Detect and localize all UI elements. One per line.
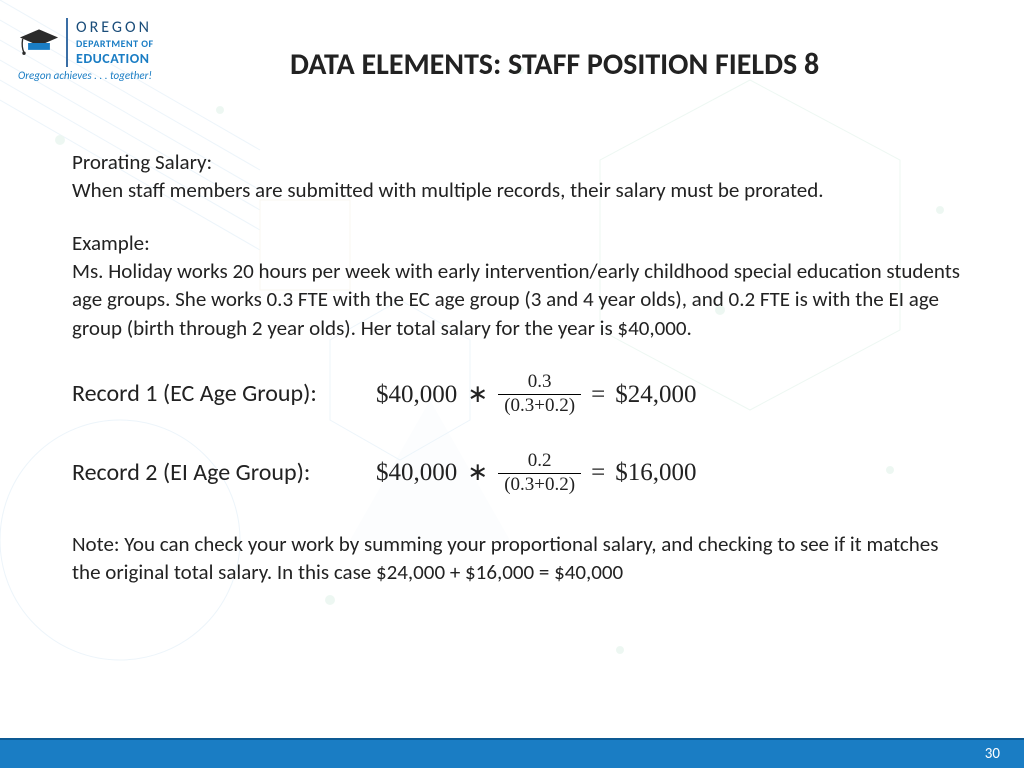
record-1-base: $40,000: [376, 378, 457, 412]
logo: OREGON DEPARTMENT OF EDUCATION Oregon ac…: [18, 18, 218, 82]
note-paragraph: Note: You can check your work by summing…: [72, 530, 968, 587]
logo-tagline: Oregon achieves . . . together!: [18, 69, 218, 82]
record-1-eq: =: [591, 378, 605, 412]
record-2-fraction: 0.2 (0.3+0.2): [498, 451, 581, 496]
record-1: Record 1 (EC Age Group): $40,000 ∗ 0.3 (…: [72, 372, 968, 417]
record-2-base: $40,000: [376, 456, 457, 490]
footer-bar: 30: [0, 738, 1024, 768]
record-1-label: Record 1 (EC Age Group):: [72, 378, 362, 410]
record-2-denominator: (0.3+0.2): [498, 473, 581, 496]
record-2: Record 2 (EI Age Group): $40,000 ∗ 0.2 (…: [72, 451, 968, 496]
record-1-numerator: 0.3: [522, 372, 558, 394]
paragraph-1: Prorating Salary: When staff members are…: [72, 148, 968, 205]
content-area: Prorating Salary: When staff members are…: [72, 148, 968, 586]
record-2-numerator: 0.2: [522, 451, 558, 473]
slide: OREGON DEPARTMENT OF EDUCATION Oregon ac…: [0, 0, 1024, 768]
logo-edu-text: EDUCATION: [76, 50, 154, 67]
record-1-op: ∗: [467, 378, 488, 412]
record-1-math: $40,000 ∗ 0.3 (0.3+0.2) = $24,000: [376, 372, 696, 417]
grad-cap-icon: [18, 28, 60, 58]
record-2-math: $40,000 ∗ 0.2 (0.3+0.2) = $16,000: [376, 451, 696, 496]
record-1-fraction: 0.3 (0.3+0.2): [498, 372, 581, 417]
record-2-result: $16,000: [615, 456, 696, 490]
logo-dept-text: DEPARTMENT OF: [76, 37, 154, 50]
page-number: 30: [985, 745, 1000, 763]
record-2-op: ∗: [467, 456, 488, 490]
record-1-denominator: (0.3+0.2): [498, 394, 581, 417]
record-2-eq: =: [591, 456, 605, 490]
logo-oregon-text: OREGON: [76, 18, 154, 37]
slide-title: DATA ELEMENTS: STAFF POSITION FIELDS 8: [290, 46, 819, 83]
record-2-label: Record 2 (EI Age Group):: [72, 457, 362, 489]
paragraph-2: Example: Ms. Holiday works 20 hours per …: [72, 229, 968, 342]
record-1-result: $24,000: [615, 378, 696, 412]
